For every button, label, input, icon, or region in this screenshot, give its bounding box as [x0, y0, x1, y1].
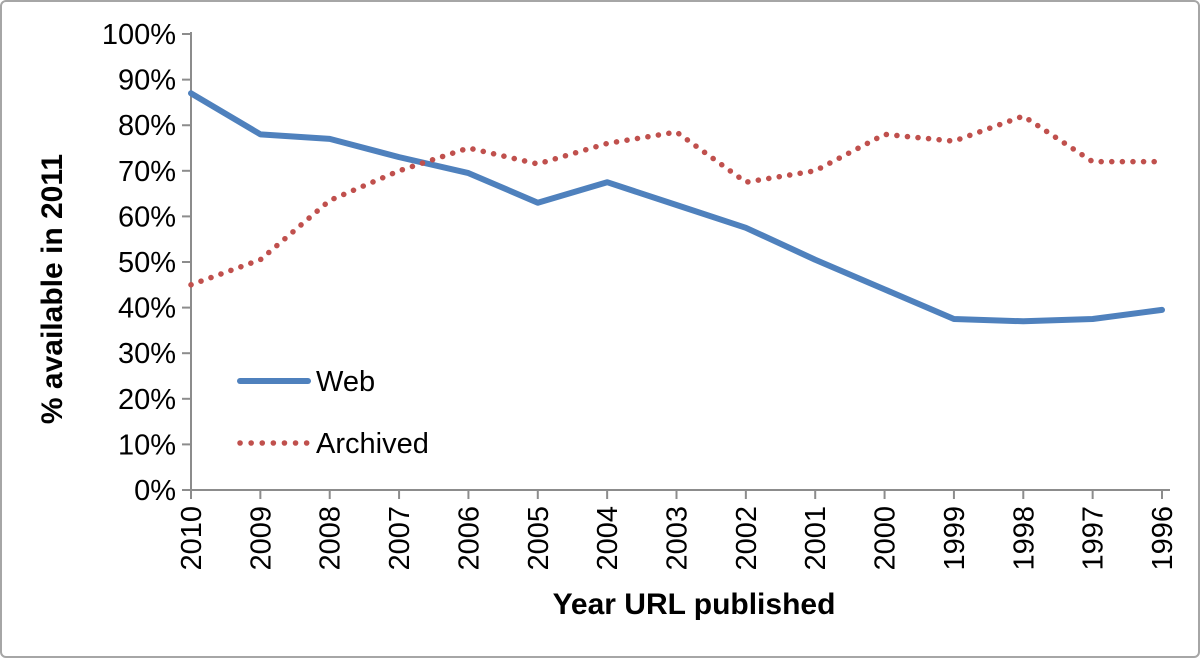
x-tick-label: 2006: [453, 506, 485, 571]
x-tick-label: 1998: [1008, 506, 1040, 571]
y-tick-label: 20%: [118, 384, 176, 416]
y-tick-label: 60%: [118, 201, 176, 233]
x-tick-label: 2010: [176, 506, 208, 571]
y-tick-label: 10%: [118, 429, 176, 461]
x-axis-ticks: [190, 490, 1163, 499]
x-axis-title: Year URL published: [553, 588, 836, 621]
x-tick-label: 2008: [315, 506, 347, 571]
x-tick-label: 2009: [245, 506, 277, 571]
x-tick-label: 2005: [523, 506, 555, 571]
x-axis-tick-labels: 2010 2009 2008 2007 2006 2005 2004 2003 2002 2001…: [176, 506, 1179, 571]
y-tick-label: 50%: [118, 247, 176, 279]
x-tick-label: 2007: [384, 506, 416, 571]
archived-series-line: [188, 113, 1165, 288]
y-axis-ticks: [182, 33, 191, 491]
x-tick-label: 2000: [870, 506, 902, 571]
x-tick-label: 1997: [1078, 506, 1110, 571]
y-axis-title: % available in 2011: [36, 154, 69, 424]
x-tick-label: 2004: [592, 506, 624, 571]
x-tick-label: 1999: [939, 506, 971, 571]
legend: Web Archived: [237, 366, 429, 460]
y-tick-label: 80%: [118, 110, 176, 142]
x-tick-label: 2003: [662, 506, 694, 571]
web-series-line: [188, 90, 1165, 325]
y-tick-label: 30%: [118, 338, 176, 370]
y-axis-tick-labels: 0% 10% 20% 30% 40% 50% 60% 70% 80% 90% 100%: [102, 19, 176, 507]
y-tick-label: 40%: [118, 293, 176, 325]
legend-web-label: Web: [316, 366, 375, 398]
x-tick-label: 2001: [800, 506, 832, 571]
legend-archived-label: Archived: [316, 428, 429, 460]
y-tick-label: 70%: [118, 156, 176, 188]
y-tick-label: 90%: [118, 65, 176, 97]
x-tick-label: 1996: [1147, 506, 1179, 571]
y-tick-label: 0%: [134, 475, 176, 507]
x-tick-label: 2002: [731, 506, 763, 571]
y-tick-label: 100%: [102, 19, 176, 51]
